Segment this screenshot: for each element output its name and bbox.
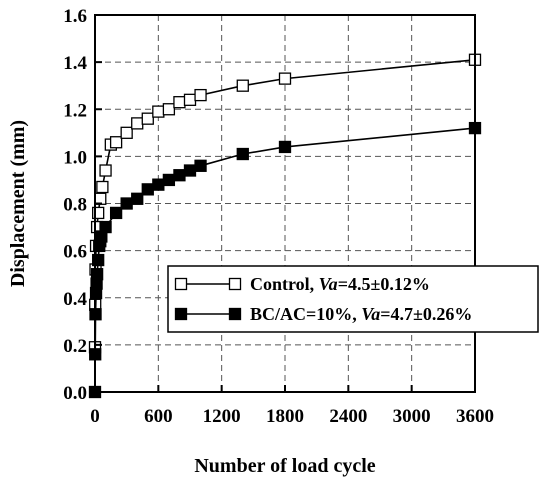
data-point: [141, 183, 154, 196]
y-tick-label: 1.0: [63, 147, 87, 168]
y-tick-label: 0.8: [63, 195, 87, 216]
data-point: [152, 105, 165, 118]
data-point: [120, 197, 133, 210]
grid-lines: [95, 15, 475, 392]
y-axis-title: Displacement (mm): [7, 120, 29, 287]
data-point: [96, 180, 109, 194]
data-point: [278, 140, 292, 154]
data-point: [90, 268, 104, 281]
legend-box: [167, 265, 539, 333]
data-point: [92, 253, 105, 267]
data-point: [131, 117, 144, 130]
legend-entry: BC/AC=10%, Va=4.7±0.26%: [174, 304, 472, 324]
data-point: [183, 164, 197, 177]
data-point: [236, 79, 249, 92]
y-tick-label: 1.6: [63, 6, 87, 27]
data-point: [109, 136, 123, 149]
y-tick-label: 0.6: [63, 242, 87, 263]
x-tick-label: 3600: [456, 406, 494, 427]
data-point: [236, 147, 249, 161]
data-point: [99, 164, 112, 177]
data-point: [173, 96, 186, 109]
data-point: [278, 72, 292, 85]
legend-label: Control, Va=4.5±0.12%: [250, 274, 430, 294]
legend: Control, Va=4.5±0.12% BC/AC=10%, Va=4.7±0…: [167, 265, 539, 333]
y-tick-label: 0.4: [63, 289, 87, 310]
data-point: [162, 173, 176, 187]
y-tick-label: 0.2: [63, 336, 87, 357]
x-tick-label: 2400: [329, 406, 367, 427]
data-point: [152, 178, 165, 191]
data-point: [173, 169, 186, 182]
data-point: [194, 88, 207, 102]
data-point: [120, 126, 133, 139]
legend-marker: [228, 277, 242, 291]
x-tick-label: 0: [90, 406, 100, 427]
data-point: [109, 206, 123, 220]
data-point: [194, 159, 207, 172]
axis-ticks: 0 600 1200 1800 2400 3000 3600 0.0 0.2 0.4 0.6 0.8 1…: [63, 6, 494, 427]
data-point: [162, 103, 176, 116]
x-tick-label: 1800: [266, 406, 304, 427]
y-tick-label: 1.4: [63, 53, 87, 74]
x-tick-label: 3000: [393, 406, 431, 427]
legend-entry: Control, Va=4.5±0.12%: [174, 274, 430, 294]
data-point: [131, 192, 144, 205]
legend-label: BC/AC=10%, Va=4.7±0.26%: [250, 304, 472, 324]
data-point: [183, 93, 197, 106]
legend-marker: [174, 307, 188, 321]
data-point: [99, 220, 112, 234]
x-axis-title: Number of load cycle: [194, 455, 375, 477]
x-tick-label: 1200: [203, 406, 241, 427]
legend-marker: [174, 277, 188, 291]
y-tick-label: 1.2: [63, 100, 87, 121]
data-point: [92, 206, 105, 220]
data-point: [141, 112, 154, 125]
legend-marker: [228, 307, 242, 321]
y-tick-label: 0.0: [63, 383, 87, 404]
x-tick-label: 600: [144, 406, 173, 427]
